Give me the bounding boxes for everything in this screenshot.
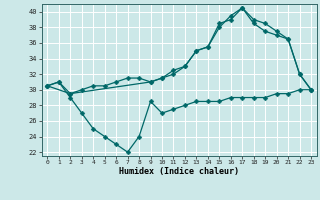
X-axis label: Humidex (Indice chaleur): Humidex (Indice chaleur) [119,167,239,176]
